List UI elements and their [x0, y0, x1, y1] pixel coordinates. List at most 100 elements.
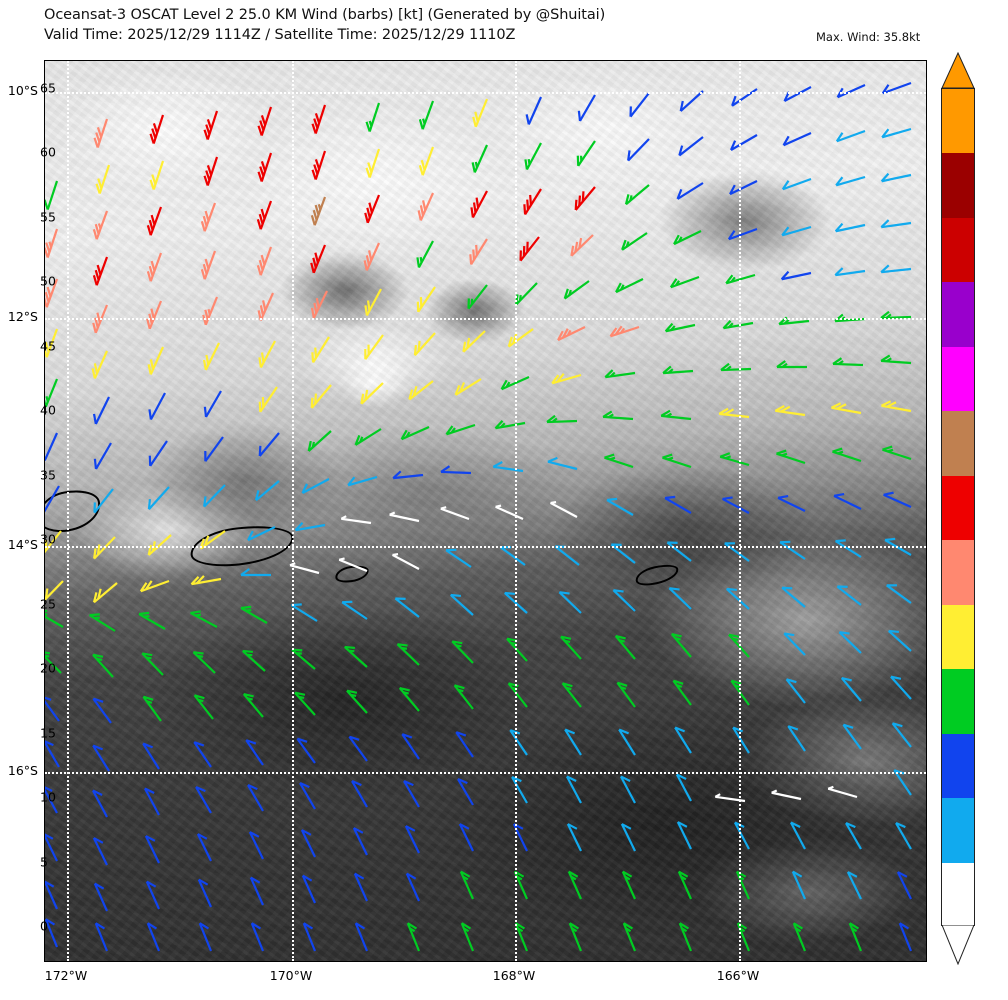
satellite-texture-layer — [45, 61, 926, 961]
wind-barb — [455, 731, 474, 758]
wind-barb — [835, 175, 866, 187]
lon-tick-label-3: 166°W — [716, 968, 760, 983]
wind-barb — [311, 104, 327, 134]
wind-barb — [835, 129, 866, 143]
wind-barb — [471, 144, 489, 173]
wind-barb — [567, 870, 583, 900]
wind-barb — [898, 922, 913, 952]
wind-barb — [310, 196, 327, 226]
colorbar-tick-30: 30 — [40, 531, 56, 547]
wind-barb — [509, 729, 528, 756]
wind-barb — [45, 432, 59, 461]
wind-barb — [781, 225, 812, 237]
wind-barb — [621, 232, 648, 251]
wind-barb — [146, 300, 163, 330]
colorbar-tick-65: 65 — [40, 80, 56, 96]
wind-barb — [92, 396, 110, 425]
wind-barb — [193, 694, 214, 720]
wind-barb — [887, 629, 912, 652]
wind-barb — [92, 210, 109, 240]
wind-barb — [459, 870, 475, 900]
wind-barb — [203, 156, 219, 186]
wind-barb — [524, 142, 542, 171]
wind-barb — [454, 378, 482, 396]
wind-barb — [195, 786, 212, 814]
wind-barb — [401, 733, 420, 760]
wind-barb — [614, 634, 636, 660]
wind-barb — [353, 872, 369, 902]
wind-barb — [668, 587, 692, 610]
wind-barb — [848, 922, 863, 952]
wind-barb — [93, 442, 112, 470]
wind-barb — [142, 695, 162, 722]
wind-barb — [203, 390, 222, 418]
wind-barb — [145, 880, 161, 910]
wind-barb — [45, 180, 59, 210]
wind-barb — [200, 202, 217, 232]
colorbar-segment-55 — [942, 153, 974, 218]
wind-barb — [792, 922, 807, 952]
wind-barb — [664, 495, 692, 514]
wind-barb — [310, 384, 332, 409]
wind-barb — [408, 380, 434, 401]
colorbar-tick-20: 20 — [40, 660, 56, 676]
wind-barb — [838, 631, 862, 654]
colorbar[interactable] — [941, 88, 975, 927]
wind-barb — [469, 238, 488, 266]
colorbar-segment-25 — [942, 540, 974, 605]
wind-barb — [731, 88, 758, 107]
wind-barb — [92, 582, 118, 604]
wind-barb — [515, 282, 538, 306]
wind-barb — [620, 823, 636, 852]
colorbar-segment-5 — [942, 798, 974, 863]
wind-barb — [45, 278, 59, 308]
wind-barb — [513, 870, 529, 900]
wind-barb — [193, 741, 212, 768]
colorbar-tick-15: 15 — [40, 725, 56, 741]
wind-barb — [511, 776, 528, 804]
wind-barb — [92, 744, 110, 772]
wind-barb — [258, 386, 278, 413]
wind-barb — [787, 725, 806, 752]
wind-barb — [832, 447, 862, 463]
wind-barb — [574, 186, 596, 211]
colorbar-tick-5: 5 — [40, 854, 48, 870]
wind-barb — [365, 148, 381, 178]
wind-barb — [547, 456, 578, 471]
wind-barb — [203, 110, 219, 140]
satellite-imagery-layer — [45, 61, 926, 961]
wind-barb — [301, 478, 330, 495]
wind-barb — [296, 737, 316, 764]
wind-barb — [460, 922, 475, 952]
wind-barb — [91, 350, 109, 379]
wind-barb — [341, 600, 368, 620]
wind-barb — [445, 548, 472, 568]
wind-barb — [290, 603, 318, 622]
wind-barb — [789, 821, 806, 850]
wind-barb — [736, 922, 751, 952]
colorbar-segment-45 — [942, 282, 974, 347]
wind-barb — [781, 177, 812, 191]
wind-barb — [92, 697, 112, 724]
wind-barb — [577, 94, 596, 122]
wind-barb — [782, 131, 812, 147]
wind-barb — [560, 635, 582, 660]
wind-barb — [45, 378, 59, 408]
map-plot-area[interactable] — [44, 60, 927, 962]
wind-barb — [612, 589, 636, 612]
wind-barb — [621, 870, 637, 900]
wind-barb — [45, 580, 64, 602]
wind-barb — [602, 410, 634, 421]
wind-barb — [492, 461, 524, 473]
colorbar-segment-35 — [942, 411, 974, 476]
wind-barb — [724, 542, 750, 562]
wind-barb — [776, 449, 806, 465]
wind-barb — [445, 423, 476, 436]
wind-barb — [678, 922, 693, 952]
colorbar-tick-55: 55 — [40, 209, 56, 225]
max-wind-label: Max. Wind: 35.8kt — [816, 30, 921, 44]
colorbar-extend-top — [941, 51, 975, 89]
wind-barb — [846, 871, 862, 900]
wind-barb — [662, 453, 692, 469]
wind-barb — [462, 330, 486, 353]
